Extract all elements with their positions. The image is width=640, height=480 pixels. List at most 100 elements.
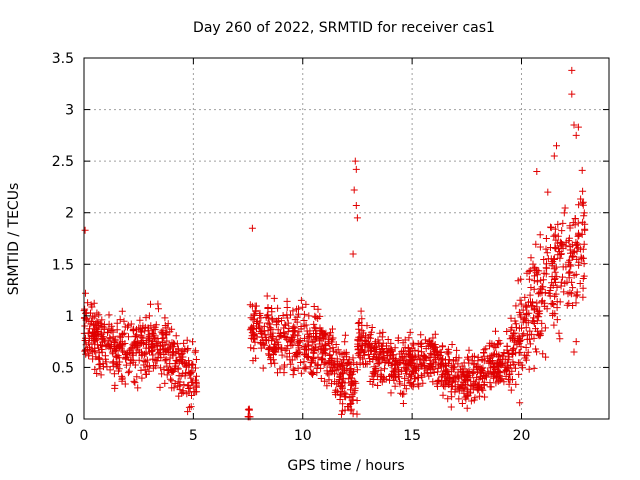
data-point: [127, 356, 135, 364]
axis-ticks: 0 5 10 15 20 0 0.5 1 1.5 2 2.5 3 3.5: [52, 51, 609, 444]
data-point: [171, 380, 179, 387]
data-point: [255, 322, 262, 330]
data-point: [302, 321, 310, 329]
data-point: [523, 269, 531, 277]
data-point: [137, 366, 145, 374]
data-point: [361, 336, 369, 344]
y-tick-label: 3.5: [52, 51, 74, 67]
data-point: [302, 363, 310, 371]
data-point: [523, 309, 531, 317]
data-point: [353, 214, 361, 222]
data-point: [151, 356, 159, 364]
data-point: [135, 356, 143, 364]
data-point: [288, 356, 296, 364]
data-point: [163, 324, 171, 332]
data-point: [108, 322, 116, 330]
data-point: [345, 358, 353, 366]
data-point: [338, 407, 346, 415]
data-point: [559, 241, 567, 248]
data-point: [479, 364, 487, 372]
data-point: [429, 334, 437, 342]
data-point: [508, 351, 516, 358]
data-point: [544, 188, 552, 196]
y-tick-label: 2: [65, 206, 74, 222]
data-point: [494, 353, 502, 361]
data-point: [165, 341, 173, 349]
data-point: [474, 353, 482, 361]
data-point: [113, 326, 121, 334]
data-point: [577, 195, 585, 203]
data-point: [391, 344, 399, 352]
data-point: [138, 374, 146, 382]
data-point: [154, 300, 162, 308]
x-axis-label: GPS time / hours: [287, 458, 404, 474]
data-point: [104, 329, 111, 337]
data-point: [349, 410, 357, 418]
data-point: [269, 316, 277, 324]
data-point: [167, 375, 174, 383]
data-point: [507, 326, 515, 334]
data-point: [147, 300, 154, 308]
data-point: [114, 361, 122, 369]
data-point: [332, 386, 340, 394]
data-point: [272, 321, 280, 329]
data-point: [476, 392, 484, 400]
data-point: [158, 370, 166, 378]
data-point: [302, 300, 310, 308]
y-axis-label: SRMTID / TECUs: [6, 183, 22, 296]
data-point: [305, 333, 313, 341]
data-point: [277, 345, 285, 353]
data-point: [346, 394, 354, 402]
y-tick-label: 1.5: [52, 257, 74, 273]
data-point: [394, 334, 402, 342]
data-point: [527, 254, 535, 262]
data-point: [406, 348, 414, 356]
data-point: [314, 361, 322, 369]
data-point: [263, 311, 271, 319]
data-point: [262, 336, 270, 344]
data-point: [572, 270, 580, 278]
data-point: [251, 338, 259, 346]
data-point: [533, 278, 541, 286]
data-point: [313, 369, 321, 377]
data-point: [494, 340, 502, 348]
data-point: [575, 261, 583, 269]
data-point: [514, 277, 522, 285]
data-point: [124, 350, 132, 358]
data-point: [118, 307, 126, 315]
data-point: [476, 373, 484, 381]
data-point: [569, 219, 577, 227]
data-point: [316, 312, 324, 320]
data-point: [387, 346, 395, 354]
grid-lines: [84, 58, 609, 419]
data-point: [434, 377, 442, 385]
data-point: [530, 306, 538, 314]
data-point: [300, 310, 308, 318]
data-point: [558, 227, 566, 235]
data-point: [308, 356, 316, 364]
data-point: [504, 356, 512, 364]
data-point: [334, 346, 342, 354]
data-point: [181, 372, 189, 380]
data-point: [440, 382, 447, 390]
data-point: [136, 316, 144, 324]
data-point: [570, 348, 578, 356]
data-point: [530, 318, 538, 326]
data-point: [87, 309, 94, 317]
data-point: [122, 353, 130, 361]
data-point: [191, 348, 199, 356]
data-point: [512, 380, 520, 388]
data-point: [191, 388, 199, 396]
data-point: [434, 368, 442, 376]
data-point: [561, 279, 569, 287]
data-point: [455, 354, 463, 362]
data-point: [303, 327, 311, 335]
data-point: [127, 320, 135, 328]
data-point: [156, 383, 164, 391]
data-point: [571, 215, 579, 222]
data-point: [257, 314, 265, 322]
data-point: [245, 405, 253, 413]
data-point: [362, 360, 369, 368]
data-point: [332, 341, 340, 348]
data-point: [526, 340, 534, 348]
